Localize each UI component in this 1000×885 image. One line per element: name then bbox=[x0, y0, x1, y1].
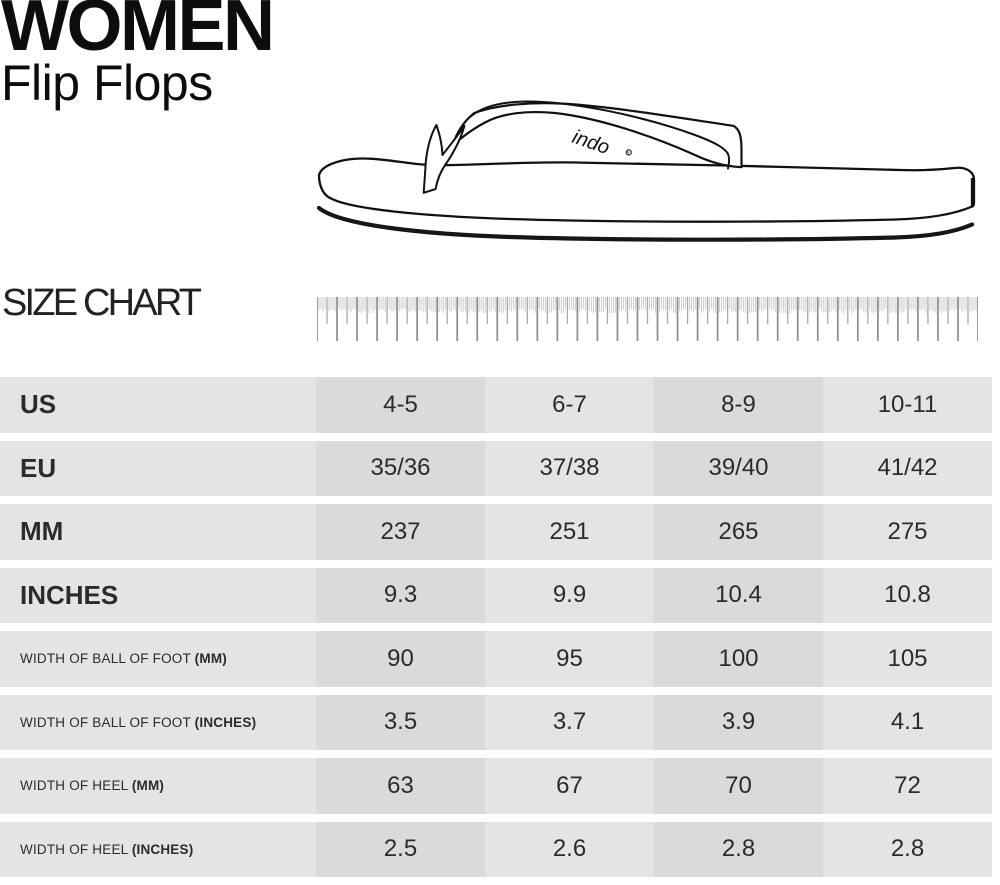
svg-text:indo: indo bbox=[569, 126, 612, 159]
